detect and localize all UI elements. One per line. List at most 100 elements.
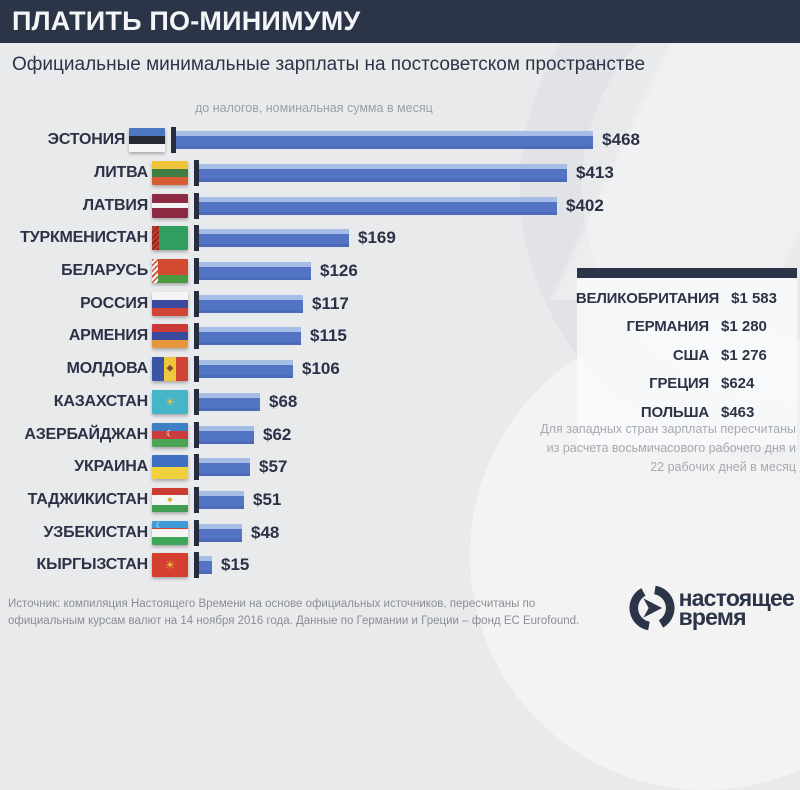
chart-note: до налогов, номинальная сумма в месяц: [195, 101, 433, 115]
flag-emblem: ☾: [165, 429, 175, 440]
flag-stripe: [152, 340, 188, 349]
flag-stripe: [152, 259, 188, 276]
brand-line-2: время: [678, 604, 747, 630]
value-label: $15: [221, 555, 250, 575]
title-bar: ПЛАТИТЬ ПО-МИНИМУМУ: [0, 0, 800, 43]
panel-header-bar: [577, 268, 797, 278]
flag-stripe: [152, 332, 188, 341]
chart-row: АРМЕНИЯ $115: [0, 320, 640, 353]
flag-stripe: [152, 357, 164, 382]
country-flag-icon: [152, 226, 188, 251]
chart-row: КАЗАХСТАН ☀ $68: [0, 386, 640, 419]
value-bar: [199, 196, 557, 215]
chart-row: ТАДЖИКИСТАН ◆ $51: [0, 484, 640, 517]
panel-row: ПОЛЬША $463: [585, 404, 777, 432]
flag-stripe: [129, 144, 166, 153]
brand-logo: настоящее время: [629, 585, 795, 631]
panel-country-name: ВЕЛИКОБРИТАНИЯ: [575, 290, 720, 307]
country-label: ТАДЖИКИСТАН: [27, 490, 149, 508]
brand-logo-text: настоящее время: [678, 585, 795, 630]
value-bar: [199, 425, 254, 444]
chart-row: ЛАТВИЯ $402: [0, 189, 640, 222]
flag-emblem: ☾: [155, 520, 163, 530]
panel-row: ГРЕЦИЯ $624: [585, 375, 777, 403]
panel-country-value: $624: [721, 375, 755, 393]
country-flag-icon: ◆: [152, 357, 188, 382]
country-flag-icon: [129, 128, 166, 153]
country-label: КАЗАХСТАН: [53, 392, 148, 410]
country-label: АРМЕНИЯ: [68, 327, 148, 345]
flag-stripe: [152, 299, 188, 308]
chart-row: ТУРКМЕНИСТАН $169: [0, 222, 640, 255]
value-label: $48: [251, 522, 280, 542]
panel-country-value: $463: [721, 403, 755, 421]
flag-stripe: [152, 389, 188, 414]
axis-tick: [171, 127, 177, 154]
country-flag-icon: [152, 455, 188, 480]
brand-line-1: настоящее: [678, 585, 795, 612]
flag-stripe: [152, 528, 188, 537]
country-flag-icon: [152, 161, 188, 186]
bar-chart: ЭСТОНИЯ $468 ЛИТВА $413 ЛАТВИЯ $402 ТУРК…: [0, 124, 640, 582]
axis-tick: [194, 388, 199, 415]
country-flag-icon: ☾: [152, 422, 188, 447]
chart-row: МОЛДОВА ◆ $106: [0, 353, 640, 386]
flag-stripe: [152, 537, 188, 545]
country-label: ТУРКМЕНИСТАН: [20, 229, 148, 247]
country-label: РОССИЯ: [80, 294, 148, 312]
country-label: УЗБЕКИСТАН: [43, 523, 149, 541]
country-flag-icon: ☀: [152, 389, 188, 414]
country-flag-icon: [152, 193, 188, 218]
panel-row: США $1 276: [585, 347, 777, 375]
axis-tick: [194, 356, 199, 383]
flag-stripe: [152, 193, 188, 204]
value-bar: [199, 294, 303, 313]
flag-stripe: [129, 128, 166, 137]
value-bar: [199, 327, 301, 346]
flag-stripe: [152, 324, 188, 333]
country-label: КЫРГЫЗСТАН: [36, 556, 149, 574]
flag-stripe: [152, 208, 188, 218]
country-flag-icon: ☀: [152, 553, 188, 578]
value-label: $169: [358, 228, 396, 248]
flag-stripe: [152, 495, 188, 505]
flag-stripe: [152, 169, 188, 178]
value-label: $126: [320, 261, 358, 281]
value-label: $468: [602, 130, 640, 150]
axis-tick: [194, 421, 199, 448]
flag-stripe: [152, 455, 188, 468]
axis-tick: [194, 519, 199, 546]
country-flag-icon: [152, 259, 188, 284]
panel-body: ВЕЛИКОБРИТАНИЯ $1 583 ГЕРМАНИЯ $1 280 США $1 …: [575, 278, 797, 446]
value-bar: [199, 360, 293, 379]
flag-emblem: ◆: [166, 363, 174, 374]
panel-country-name: ГЕРМАНИЯ: [626, 318, 710, 336]
flag-stripe: [176, 357, 188, 382]
country-label: МОЛДОВА: [66, 360, 149, 378]
axis-tick: [194, 160, 199, 187]
chart-row: УЗБЕКИСТАН ☾ $48: [0, 516, 640, 549]
value-bar: [199, 458, 250, 477]
flag-stripe: [152, 520, 188, 528]
western-countries-panel: ВЕЛИКОБРИТАНИЯ $1 583 ГЕРМАНИЯ $1 280 США $1 …: [575, 268, 797, 446]
flag-stripe: [152, 487, 188, 496]
value-label: $57: [259, 457, 288, 477]
panel-country-value: $1 276: [721, 346, 767, 364]
flag-stripe: [152, 553, 188, 578]
panel-country-name: ПОЛЬША: [640, 403, 709, 421]
flag-stripe: [152, 177, 188, 186]
flag-stripe: [164, 357, 176, 382]
chart-row: РОССИЯ $117: [0, 287, 640, 320]
flag-emblem: ☀: [164, 394, 176, 409]
country-flag-icon: [152, 291, 188, 316]
page-title: ПЛАТИТЬ ПО-МИНИМУМУ: [12, 6, 361, 36]
value-bar: [199, 229, 349, 248]
value-label: $402: [566, 195, 604, 215]
flag-stripe: [152, 536, 188, 538]
axis-tick: [194, 552, 199, 579]
value-label: $115: [310, 326, 347, 346]
axis-tick: [194, 192, 199, 219]
country-flag-icon: ◆: [152, 487, 188, 512]
flag-stripe: [152, 504, 188, 512]
country-label: АЗЕРБАЙДЖАН: [24, 425, 148, 443]
